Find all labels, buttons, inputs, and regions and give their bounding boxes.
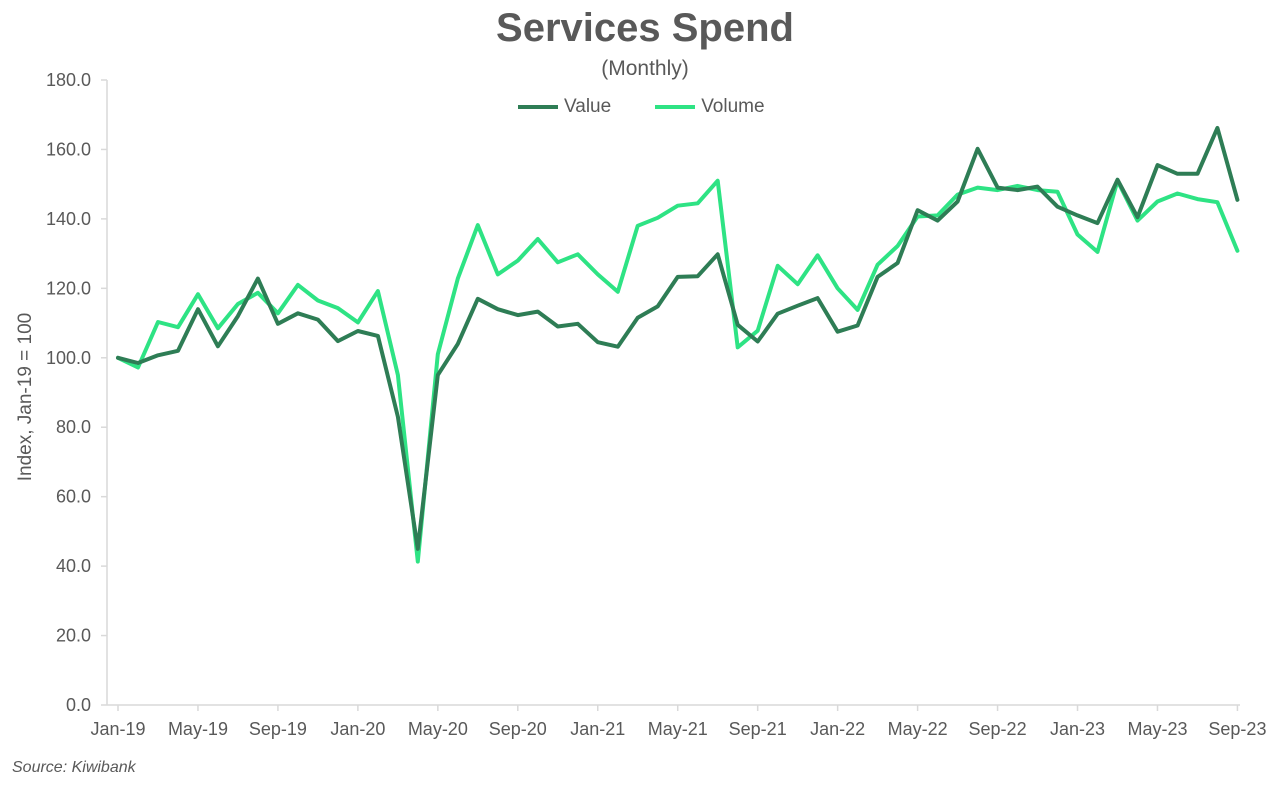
- x-tick-label: Sep-23: [1208, 719, 1266, 739]
- legend-item-volume: Volume: [655, 96, 765, 118]
- x-tick-label: Jan-19: [90, 719, 145, 739]
- legend-label-volume: Volume: [701, 96, 765, 117]
- y-tick-label: 100.0: [46, 348, 91, 368]
- legend: Value Volume: [518, 96, 809, 118]
- x-tick-label: Jan-20: [330, 719, 385, 739]
- y-tick-label: 40.0: [56, 556, 91, 576]
- series-line-volume: [116, 178, 1240, 564]
- x-axis-ticks: Jan-19 May-19 Sep-19 Jan-20 May-20 Sep-20 Jan-…: [90, 705, 1266, 739]
- y-tick-label: 180.0: [46, 70, 91, 90]
- x-tick-label: May-20: [408, 719, 468, 739]
- x-tick-label: May-23: [1127, 719, 1187, 739]
- x-tick-label: Jan-22: [810, 719, 865, 739]
- y-tick-label: 80.0: [56, 417, 91, 437]
- legend-label-value: Value: [564, 96, 612, 117]
- y-tick-label: 160.0: [46, 139, 91, 159]
- y-axis-ticks: 0.0 20.0 40.0 60.0 80.0 100.0 120.0 140.0 160.0 1…: [46, 70, 107, 715]
- x-tick-label: Jan-21: [570, 719, 625, 739]
- y-tick-label: 0.0: [66, 695, 91, 715]
- legend-swatch-value: [518, 105, 558, 109]
- series-line-value: [116, 125, 1240, 551]
- chart-title: Services Spend: [496, 6, 794, 50]
- x-tick-label: Sep-20: [489, 719, 547, 739]
- y-tick-label: 120.0: [46, 278, 91, 298]
- x-tick-label: Jan-23: [1050, 719, 1105, 739]
- x-tick-label: May-22: [888, 719, 948, 739]
- x-tick-label: Sep-22: [969, 719, 1027, 739]
- y-tick-label: 60.0: [56, 487, 91, 507]
- legend-swatch-volume: [655, 105, 696, 109]
- series-layer: [116, 125, 1240, 564]
- x-tick-label: Sep-21: [729, 719, 787, 739]
- source-note: Source: Kiwibank: [12, 759, 136, 776]
- y-tick-label: 20.0: [56, 626, 91, 646]
- chart-subtitle: (Monthly): [601, 57, 689, 80]
- x-tick-label: Sep-19: [249, 719, 307, 739]
- y-tick-label: 140.0: [46, 209, 91, 229]
- x-tick-label: May-19: [168, 719, 228, 739]
- legend-item-value: Value: [518, 96, 611, 118]
- x-tick-label: May-21: [648, 719, 708, 739]
